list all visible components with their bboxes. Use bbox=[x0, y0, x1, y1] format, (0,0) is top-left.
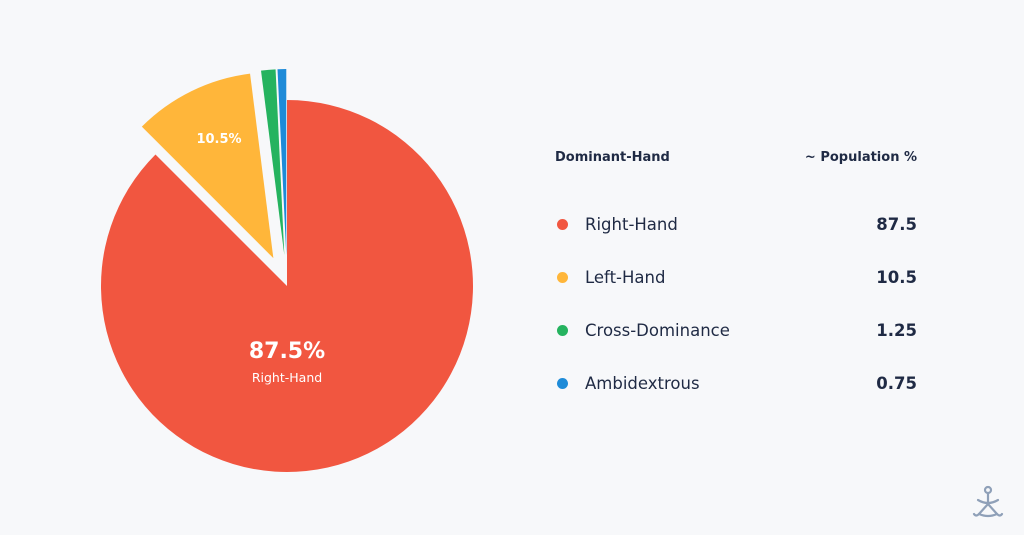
slice-label-left-hand-percent: 10.5% bbox=[196, 132, 241, 147]
legend-row-cross-dominance: Cross-Dominance 1.25 bbox=[555, 304, 917, 357]
legend-label: Cross-Dominance bbox=[585, 321, 730, 340]
pie-chart: 87.5% Right-Hand 10.5% bbox=[100, 69, 473, 472]
legend-row-left-hand: Left-Hand 10.5 bbox=[555, 251, 917, 304]
legend-value: 1.25 bbox=[876, 321, 917, 340]
legend-dot-cross-dominance bbox=[557, 325, 568, 336]
legend-table: Dominant-Hand ~ Population % Right-Hand … bbox=[555, 140, 917, 410]
pie-slice-cross-dominance bbox=[261, 69, 285, 256]
legend-dot-ambidextrous bbox=[557, 378, 568, 389]
legend-label: Left-Hand bbox=[585, 268, 666, 287]
legend-dot-left-hand bbox=[557, 272, 568, 283]
tri-figure-logo-icon bbox=[972, 485, 1004, 518]
legend-value: 87.5 bbox=[876, 215, 917, 234]
legend-label: Right-Hand bbox=[585, 215, 678, 234]
slice-label-right-hand-percent: 87.5% bbox=[249, 339, 325, 364]
legend-dot-right-hand bbox=[557, 219, 568, 230]
pie-slice-left-hand bbox=[141, 73, 274, 259]
legend-value: 10.5 bbox=[876, 268, 917, 287]
legend-value: 0.75 bbox=[876, 374, 917, 393]
legend-header: Dominant-Hand ~ Population % bbox=[555, 140, 917, 176]
legend-row-ambidextrous: Ambidextrous 0.75 bbox=[555, 357, 917, 410]
legend-label: Ambidextrous bbox=[585, 374, 700, 393]
legend-col-dominant-hand: Dominant-Hand bbox=[555, 150, 670, 165]
slice-label-right-hand-name: Right-Hand bbox=[252, 370, 322, 385]
legend-row-right-hand: Right-Hand 87.5 bbox=[555, 198, 917, 251]
pie-slice-right-hand bbox=[100, 100, 473, 472]
pie-slice-ambidextrous bbox=[277, 69, 287, 256]
legend-col-population: ~ Population % bbox=[804, 150, 917, 165]
